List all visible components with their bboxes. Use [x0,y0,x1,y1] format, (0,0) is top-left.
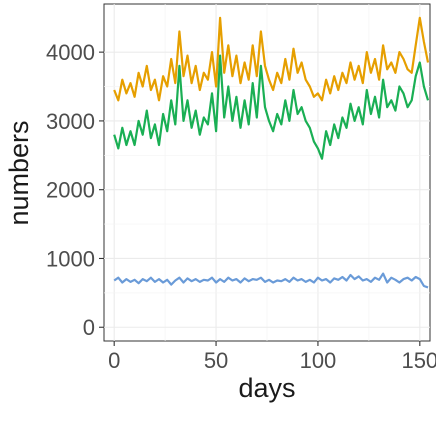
y-tick-label: 2000 [46,178,95,203]
x-tick-label: 150 [401,348,436,373]
x-tick-label: 100 [300,348,337,373]
series-line-2 [113,54,430,160]
series-line-1 [113,16,430,102]
y-tick-label: 4000 [46,40,95,65]
y-axis-title: numbers [4,120,34,225]
series-group [113,16,430,289]
y-tick-label: 3000 [46,109,95,134]
x-axis-title: days [238,373,295,403]
y-tick-label: 1000 [46,246,95,271]
grid [104,4,430,341]
x-tick-label: 50 [204,348,228,373]
axes: 0 50 100 150 0 1000 2000 3000 4000 [46,40,436,373]
y-tick-label: 0 [83,315,95,340]
series-line-3 [113,272,429,289]
x-tick-label: 0 [108,348,120,373]
